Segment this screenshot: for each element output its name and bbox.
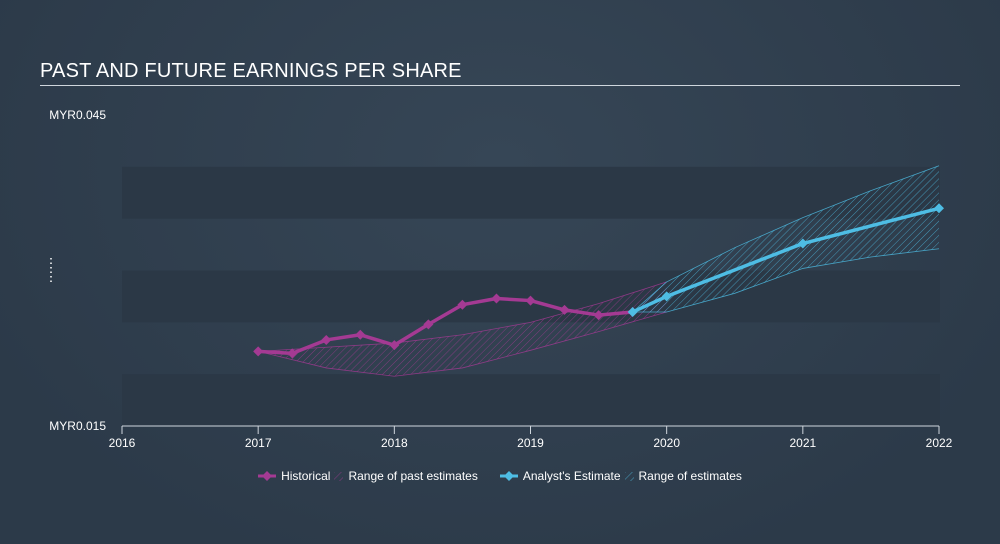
estimate-point — [797, 238, 808, 249]
legend-historical[interactable]: Historical — [258, 469, 330, 483]
historical-point — [287, 348, 298, 359]
y-tick-label: MYR0.045 — [49, 108, 106, 122]
historical-point — [491, 293, 502, 304]
estimate-point — [661, 291, 672, 302]
y-tick-label: MYR0.015 — [49, 419, 106, 433]
x-tick-label: 2021 — [789, 436, 816, 450]
historical-point — [457, 299, 468, 310]
chart-title: PAST AND FUTURE EARNINGS PER SHARE — [40, 60, 462, 82]
x-tick-label: 2019 — [517, 436, 544, 450]
historical-point — [355, 329, 366, 340]
x-tick-label: 2018 — [381, 436, 408, 450]
x-tick-label: 2017 — [245, 436, 272, 450]
future-range-hatch-icon — [624, 471, 634, 481]
legend-past-range-label: Range of past estimates — [348, 469, 478, 483]
estimate-point — [627, 306, 638, 317]
legend-future-range-label: Range of estimates — [638, 469, 742, 483]
historical-point — [253, 346, 264, 357]
historical-point — [389, 340, 400, 351]
historical-point — [321, 334, 332, 345]
x-tick-label: 2022 — [926, 436, 953, 450]
estimate-point — [934, 203, 944, 214]
historical-marker-icon — [258, 471, 277, 481]
legend-estimate[interactable]: Analyst's Estimate — [499, 469, 621, 483]
legend: Historical Range of past estimates Analy… — [0, 469, 1000, 483]
historical-point — [559, 304, 570, 315]
past-estimate-range — [258, 281, 667, 377]
x-tick-label: 2020 — [653, 436, 680, 450]
range-upper-edge — [258, 281, 667, 352]
historical-point — [593, 310, 604, 321]
grid-band — [122, 374, 940, 426]
legend-future-range[interactable]: Range of estimates — [624, 469, 742, 483]
legend-estimate-label: Analyst's Estimate — [522, 469, 621, 483]
past-range-hatch-icon — [334, 471, 344, 481]
title-divider — [40, 85, 960, 86]
legend-historical-label: Historical — [281, 469, 331, 483]
estimate-line — [631, 206, 940, 314]
estimate-marker-icon — [499, 471, 518, 481]
range-upper-edge — [632, 165, 940, 313]
x-tick-label: 2016 — [109, 436, 136, 450]
historical-point — [525, 295, 536, 306]
historical-line — [258, 296, 633, 356]
range-lower-edge — [258, 311, 667, 377]
legend-past-range[interactable]: Range of past estimates — [334, 469, 478, 483]
range-lower-edge — [632, 248, 940, 313]
future-estimate-range — [632, 165, 939, 312]
grid-band — [122, 166, 940, 219]
historical-point — [423, 319, 434, 330]
